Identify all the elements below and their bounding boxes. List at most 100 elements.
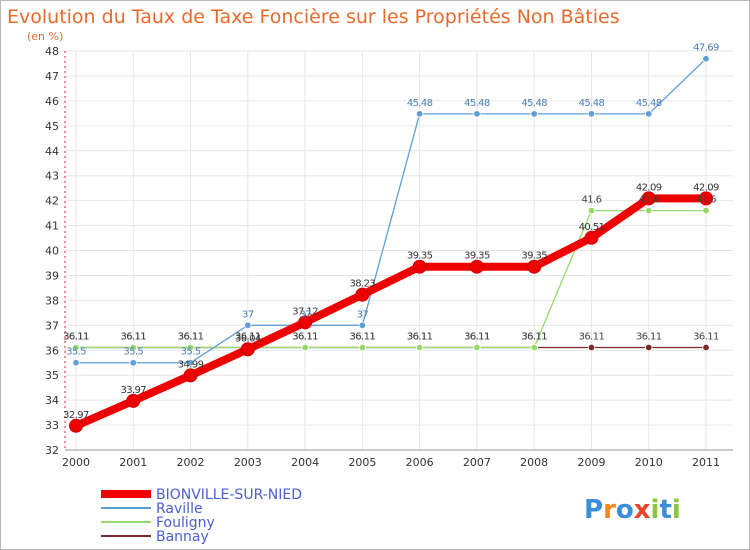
- data-point: [358, 343, 367, 352]
- data-label: 36.11: [120, 332, 146, 343]
- data-label: 37: [357, 309, 369, 320]
- x-tick-label: 2003: [234, 456, 262, 469]
- logo-letter: P: [584, 495, 603, 525]
- data-label: 36.11: [120, 332, 146, 343]
- data-label: 36.11: [63, 332, 89, 343]
- data-point: [355, 287, 370, 302]
- data-label: 36.11: [178, 332, 204, 343]
- data-label: 36.11: [579, 332, 605, 343]
- grid: [65, 50, 733, 451]
- data-label: 36.11: [521, 332, 547, 343]
- data-label: 39.35: [407, 251, 433, 262]
- data-label: 36.11: [464, 332, 490, 343]
- data-label: 35.5: [123, 347, 143, 358]
- data-point: [587, 206, 596, 215]
- y-tick-label: 47: [45, 70, 59, 83]
- data-label: 42.09: [693, 182, 719, 193]
- data-label: 36.11: [63, 332, 89, 343]
- logo-letter: i: [651, 495, 660, 525]
- data-label: 35.5: [66, 347, 86, 358]
- data-point: [69, 418, 83, 433]
- y-tick-label: 34: [45, 394, 59, 407]
- series: [69, 55, 713, 433]
- data-point: [702, 206, 710, 215]
- data-point: [587, 343, 596, 352]
- data-point: [587, 110, 596, 118]
- data-label: 37: [299, 309, 311, 320]
- y-tick-label: 48: [45, 45, 59, 58]
- y-tick-label: 39: [45, 269, 59, 282]
- data-label: 45.48: [579, 98, 605, 109]
- data-point: [530, 343, 538, 352]
- y-tick-label: 40: [45, 245, 59, 258]
- data-label: 36.11: [292, 332, 318, 343]
- y-tick-label: 38: [45, 294, 59, 307]
- data-label: 36.04: [235, 333, 261, 344]
- data-point: [584, 230, 599, 245]
- logo-letter: t: [659, 495, 671, 525]
- data-point: [473, 343, 481, 352]
- y-tick-label: 42: [45, 195, 59, 208]
- data-point: [530, 110, 538, 118]
- data-point: [129, 343, 137, 352]
- legend-label: Bannay: [156, 529, 209, 545]
- data-point: [183, 368, 198, 383]
- data-label: 32.97: [63, 410, 89, 421]
- data-label: 36.11: [693, 332, 719, 343]
- data-point: [358, 321, 367, 330]
- data-label: 36.11: [350, 332, 376, 343]
- data-label: 41.6: [582, 195, 602, 206]
- x-tick-label: 2008: [520, 456, 548, 469]
- data-point: [129, 359, 137, 367]
- logo-letter: r: [603, 495, 616, 525]
- data-point: [298, 315, 313, 330]
- data-label: 36.11: [636, 332, 662, 343]
- data-label: 36.11: [521, 332, 547, 343]
- data-label: 36.11: [350, 332, 376, 343]
- legend-label: Fouligny: [156, 515, 215, 531]
- series-line-0: [74, 194, 706, 430]
- data-label: 35.5: [181, 347, 201, 358]
- x-tick-label: 2010: [635, 456, 663, 469]
- series-line-2: [76, 209, 706, 349]
- y-tick-label: 35: [45, 369, 59, 382]
- x-tick-label: 2011: [692, 456, 720, 469]
- data-point: [527, 259, 542, 274]
- y-tick-label: 32: [45, 444, 59, 457]
- data-point: [645, 343, 653, 352]
- y-tick-label: 45: [45, 120, 59, 133]
- x-tick-label: 2006: [406, 456, 434, 469]
- logo-letter: o: [616, 495, 634, 525]
- data-label: 39.35: [464, 251, 490, 262]
- data-label: 40.51: [579, 222, 605, 233]
- x-tick-label: 2002: [177, 456, 205, 469]
- logo-text: Proxiti: [584, 495, 681, 525]
- data-label: 37: [242, 309, 254, 320]
- y-tick-label: 36: [45, 344, 59, 357]
- logo-letter: x: [634, 495, 651, 525]
- series-line-1: [76, 58, 707, 364]
- data-point: [186, 343, 195, 352]
- y-tick-label: 44: [45, 145, 59, 158]
- data-label: 41.6: [696, 195, 716, 206]
- data-point: [702, 343, 710, 352]
- data-point: [301, 343, 309, 352]
- data-point: [72, 359, 80, 367]
- data-label: 36.11: [292, 332, 318, 343]
- data-label: 47.69: [693, 43, 719, 54]
- data-label: 36.11: [235, 332, 261, 343]
- data-label: 45.48: [521, 98, 547, 109]
- data-label: 45.48: [636, 98, 662, 109]
- data-label: 34.99: [178, 359, 204, 370]
- data-label: 36.11: [178, 332, 204, 343]
- data-label: 33.97: [120, 385, 146, 396]
- y-tick-label: 41: [45, 220, 59, 233]
- data-label: 45.48: [464, 98, 490, 109]
- y-tick-label: 43: [45, 170, 59, 183]
- data-label: 45.48: [407, 98, 433, 109]
- data-point: [240, 342, 255, 357]
- data-point: [645, 206, 653, 215]
- data-point: [641, 191, 656, 206]
